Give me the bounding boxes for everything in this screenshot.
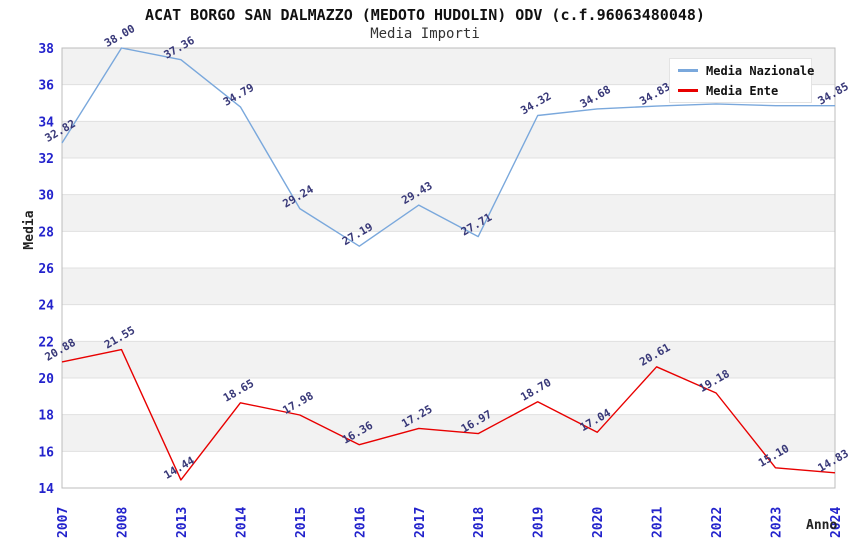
y-tick-label: 24: [38, 299, 54, 314]
point-value-label: 38.00: [102, 22, 137, 50]
point-value-label: 34.32: [518, 90, 553, 118]
x-tick-label: 2020: [591, 507, 606, 538]
y-tick-label: 32: [38, 152, 54, 167]
x-tick-label: 2007: [56, 507, 71, 538]
x-tick-label: 2024: [829, 507, 844, 538]
legend-label: Media Nazionale: [706, 63, 815, 78]
y-tick-label: 14: [38, 482, 54, 497]
y-tick-label: 34: [38, 115, 54, 130]
legend: Media Nazionale Media Ente: [669, 58, 814, 103]
chart-title: ACAT BORGO SAN DALMAZZO (MEDOTO HUDOLIN)…: [145, 6, 705, 24]
x-tick-label: 2015: [294, 507, 309, 538]
x-tick-label: 2014: [234, 507, 249, 538]
plot-band: [62, 194, 835, 232]
plot-band: [62, 121, 835, 158]
point-value-label: 18.65: [221, 377, 256, 405]
plot-band: [62, 341, 835, 378]
plot-band: [62, 414, 835, 452]
legend-line-swatch-red: [678, 89, 698, 92]
point-value-label: 17.98: [281, 389, 316, 417]
y-tick-label: 30: [38, 189, 54, 204]
x-tick-label: 2016: [353, 507, 368, 538]
x-tick-label: 2018: [472, 507, 487, 538]
plot-band: [62, 268, 835, 305]
x-tick-label: 2021: [651, 507, 666, 538]
series-line-media-nazionale: [61, 47, 835, 247]
legend-label: Media Ente: [706, 83, 779, 98]
point-value-label: 34.68: [578, 83, 613, 111]
y-tick-label: 22: [38, 335, 54, 350]
x-tick-label: 2008: [115, 507, 130, 538]
x-tick-label: 2019: [532, 507, 547, 538]
x-tick-label: 2023: [770, 507, 785, 538]
legend-item-media-ente: Media Ente: [678, 84, 803, 98]
y-tick-label: 18: [38, 409, 54, 424]
y-tick-label: 26: [38, 262, 54, 277]
point-value-label: 18.70: [518, 376, 553, 404]
y-tick-label: 38: [38, 42, 54, 57]
chart-subtitle: Media Importi: [370, 26, 480, 42]
x-axis-title: Anno: [806, 518, 838, 533]
legend-line-swatch-blue: [678, 69, 698, 72]
series-line-media-ente: [61, 348, 836, 481]
y-tick-label: 20: [38, 372, 54, 387]
y-tick-label: 28: [38, 225, 54, 240]
y-tick-label: 16: [38, 445, 54, 460]
x-tick-label: 2017: [413, 507, 428, 538]
x-tick-label: 2013: [175, 507, 190, 538]
x-tick-label: 2022: [710, 507, 725, 538]
legend-item-media-nazionale: Media Nazionale: [678, 64, 814, 78]
y-tick-label: 36: [38, 79, 54, 94]
y-axis-title: Media: [22, 210, 37, 250]
plot-border: [61, 47, 836, 489]
